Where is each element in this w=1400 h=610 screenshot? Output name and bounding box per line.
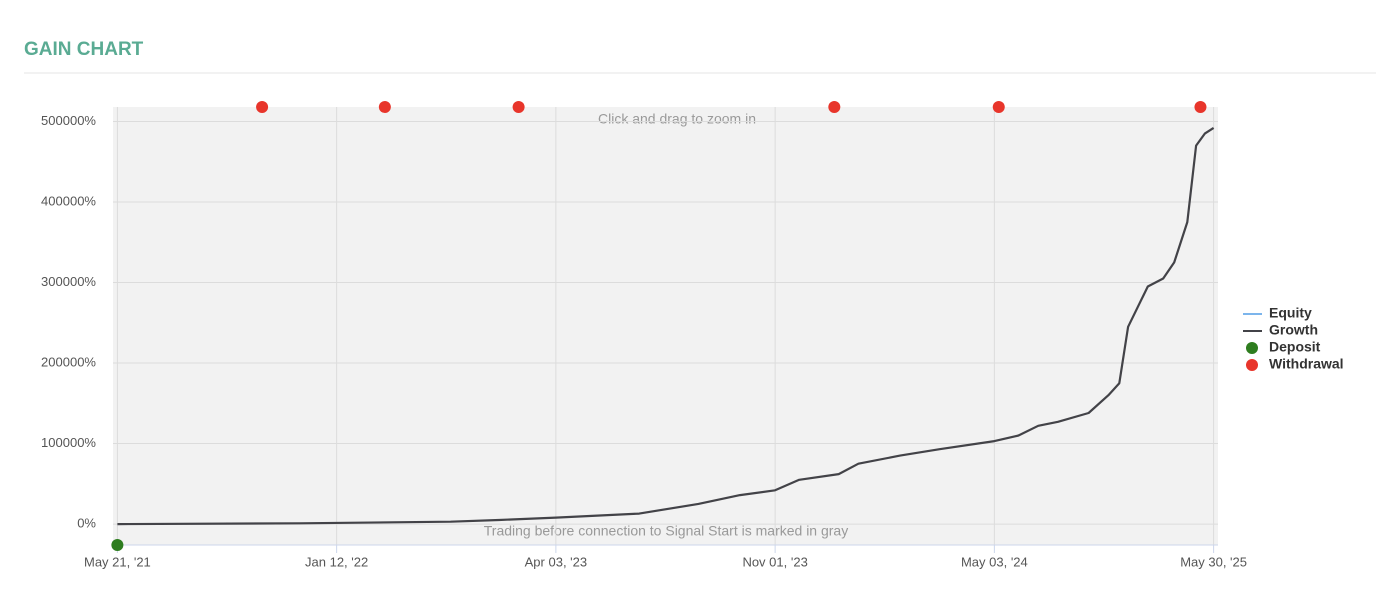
event-marker bbox=[1194, 101, 1207, 113]
event-marker bbox=[378, 101, 391, 113]
series-line bbox=[117, 126, 1215, 526]
x-tick-label: May 21, '21 bbox=[84, 554, 151, 569]
x-tick-label: Nov 01, '23 bbox=[742, 554, 807, 569]
y-tick-label: 400000% bbox=[41, 193, 96, 208]
x-tick-label: Apr 03, '23 bbox=[525, 554, 587, 569]
event-marker bbox=[111, 539, 124, 551]
legend-label: Withdrawal bbox=[1269, 356, 1344, 372]
chart-title: GAIN CHART bbox=[24, 39, 144, 60]
plot-area bbox=[113, 107, 1218, 545]
legend-label: Growth bbox=[1269, 322, 1318, 338]
event-marker bbox=[992, 101, 1005, 113]
x-tick-label: May 30, '25 bbox=[1180, 554, 1247, 569]
event-marker bbox=[828, 101, 841, 113]
legend-label: Deposit bbox=[1269, 339, 1321, 355]
event-marker bbox=[256, 101, 269, 113]
y-tick-label: 300000% bbox=[41, 274, 96, 289]
y-tick-label: 100000% bbox=[41, 435, 96, 450]
annotation: Click and drag to zoom in bbox=[598, 111, 756, 127]
x-tick-label: May 03, '24 bbox=[961, 554, 1028, 569]
y-tick-label: 200000% bbox=[41, 354, 96, 369]
y-tick-label: 0% bbox=[77, 516, 96, 531]
legend-label: Equity bbox=[1269, 305, 1312, 321]
annotation: Trading before connection to Signal Star… bbox=[484, 523, 848, 539]
y-tick-label: 500000% bbox=[41, 113, 96, 128]
x-tick-label: Jan 12, '22 bbox=[305, 554, 368, 569]
legend-symbol bbox=[1246, 342, 1258, 354]
event-marker bbox=[512, 101, 525, 113]
legend-symbol bbox=[1246, 359, 1258, 371]
